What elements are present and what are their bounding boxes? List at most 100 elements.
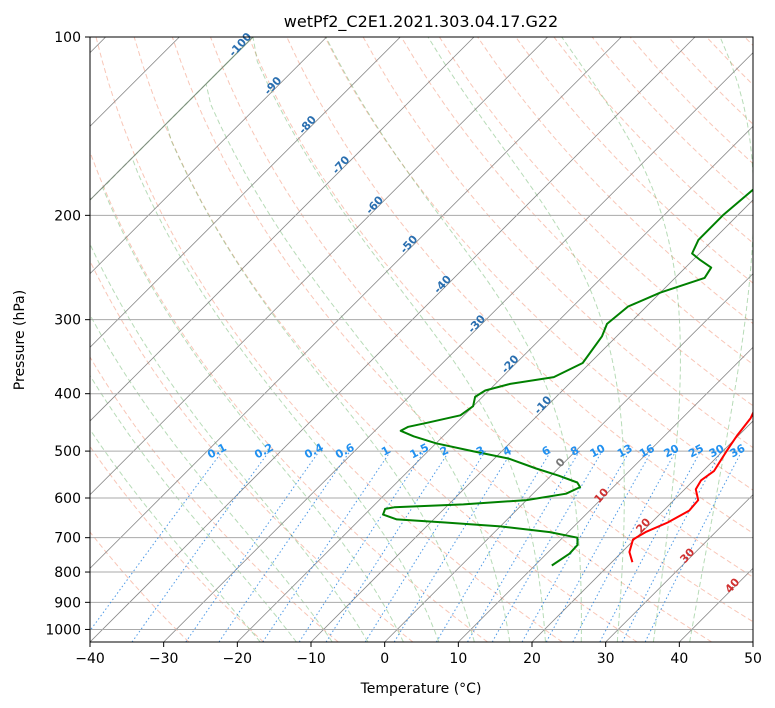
- isotherm-line: [90, 37, 548, 496]
- chart-title: wetPf2_C2E1.2021.303.04.17.G22: [284, 12, 558, 32]
- temperature-label: -100: [226, 30, 254, 59]
- mixing-ratio-line: [545, 450, 653, 642]
- x-tick-label: 0: [380, 651, 389, 667]
- mixing-ratio-line: [467, 450, 580, 642]
- dry-adiabat-line: [90, 259, 414, 642]
- moist-adiabat-line: [427, 37, 625, 642]
- isotherm-line: [90, 37, 401, 348]
- isotherm-line: [90, 37, 622, 569]
- isopleth-labels: 0.1 0.2 0.4 0.6 1 1.5 2 3 4 6 8 10 13 16 20 25 30 36-100-…: [205, 30, 747, 596]
- isotherm-line: [605, 494, 753, 642]
- dry-adiabat-line: [210, 37, 753, 623]
- y-tick-label: 400: [54, 387, 81, 403]
- dry-adiabat-line: [90, 531, 190, 642]
- dry-adiabat-line: [438, 37, 753, 366]
- dry-adiabat-line: [248, 37, 753, 578]
- isotherm-line: [163, 52, 753, 642]
- mixing-ratio-line: [572, 450, 677, 642]
- mixing-ratio-line: [599, 450, 701, 642]
- background-lines: [90, 37, 753, 642]
- x-tick-label: −10: [296, 651, 326, 667]
- mixing-ratio-label: 0.1: [205, 441, 228, 462]
- isotherm-line: [90, 37, 696, 642]
- y-axis-ticks: 100 200 300 400 500 600 700 800 900 1000: [45, 30, 90, 638]
- mixing-ratio-line: [185, 450, 320, 642]
- dry-adiabat-line: [515, 37, 753, 284]
- mixing-ratio-label: 20: [662, 442, 682, 461]
- temperature-label: -60: [363, 193, 386, 217]
- moist-adiabat-line: [689, 37, 753, 642]
- theta-label: 30: [677, 545, 697, 565]
- dewpoint-profile-line: [382, 188, 753, 567]
- isotherm-line: [458, 346, 753, 642]
- theta-label: 20: [633, 515, 653, 535]
- dry-adiabat-line: [362, 37, 753, 449]
- isotherm-line: [310, 199, 753, 642]
- y-tick-label: 600: [54, 491, 81, 507]
- mixing-ratio-label: 36: [728, 442, 748, 461]
- sounding-series: [382, 188, 753, 567]
- dry-adiabat-line: [90, 445, 264, 642]
- moist-adiabat-line: [90, 37, 261, 642]
- mixing-ratio-label: 10: [588, 442, 608, 461]
- mixing-ratio-line: [325, 450, 450, 642]
- y-tick-label: 300: [54, 313, 81, 329]
- temperature-label: -70: [330, 153, 353, 177]
- mixing-ratio-label: 0.6: [333, 441, 357, 462]
- dry-adiabat-line: [744, 37, 753, 47]
- moist-adiabat-line: [252, 37, 546, 642]
- mixing-ratio-label: 1.5: [408, 441, 431, 462]
- dry-adiabat-line: [477, 37, 753, 325]
- plot-frame: [89, 36, 754, 643]
- mixing-ratio-line: [521, 450, 630, 642]
- isotherm-line: [90, 37, 254, 201]
- y-tick-label: 500: [54, 444, 81, 460]
- x-tick-label: 20: [523, 651, 541, 667]
- mixing-ratio-line: [262, 450, 392, 642]
- moist-adiabat-line: [90, 37, 297, 642]
- moist-adiabat-line: [90, 37, 333, 642]
- x-tick-label: 50: [744, 651, 762, 667]
- mixing-ratio-label: 0.4: [302, 441, 326, 462]
- dry-adiabat-line: [706, 37, 753, 86]
- x-tick-label: −30: [149, 651, 179, 667]
- y-tick-label: 200: [54, 208, 81, 224]
- y-tick-label: 700: [54, 531, 81, 547]
- x-axis-label: Temperature (°C): [360, 681, 482, 697]
- x-tick-label: −40: [75, 651, 105, 667]
- moist-adiabat-line: [205, 37, 511, 642]
- mixing-ratio-line: [90, 450, 223, 632]
- mixing-ratio-line: [218, 450, 351, 642]
- dry-adiabat-line: [95, 37, 563, 642]
- dry-adiabat-line: [324, 37, 753, 491]
- x-tick-label: 10: [449, 651, 467, 667]
- mixing-ratio-line: [393, 450, 513, 642]
- dry-adiabat-line: [90, 356, 339, 642]
- moist-adiabat-line: [165, 37, 475, 642]
- mixing-ratio-line: [644, 450, 743, 642]
- y-tick-label: 900: [54, 595, 81, 611]
- mixing-ratio-line: [298, 450, 425, 642]
- temperature-profile-line: [628, 410, 753, 563]
- isotherm-line: [384, 273, 753, 642]
- mixing-ratio-label: 16: [637, 442, 657, 461]
- mixing-ratio-line: [621, 450, 722, 642]
- temperature-label: -10: [531, 393, 554, 417]
- moist-adiabat-line: [131, 37, 440, 642]
- isotherm-line: [237, 125, 753, 642]
- moist-adiabat-line: [561, 37, 681, 642]
- theta-label: 0: [553, 455, 568, 470]
- mixing-ratio-label: 13: [615, 442, 635, 461]
- mixing-ratio-line: [131, 450, 270, 642]
- temperature-label: -80: [296, 113, 319, 137]
- isotherm-line: [90, 37, 327, 275]
- y-axis-label: Pressure (hPa): [12, 290, 28, 390]
- mixing-ratio-label: 0.2: [252, 441, 275, 462]
- x-tick-label: −20: [223, 651, 253, 667]
- dry-adiabat-line: [400, 37, 753, 407]
- dry-adiabat-line: [90, 150, 488, 642]
- temperature-label: -20: [499, 352, 522, 376]
- temperature-label: -50: [397, 232, 420, 256]
- temperature-label: -40: [431, 272, 454, 296]
